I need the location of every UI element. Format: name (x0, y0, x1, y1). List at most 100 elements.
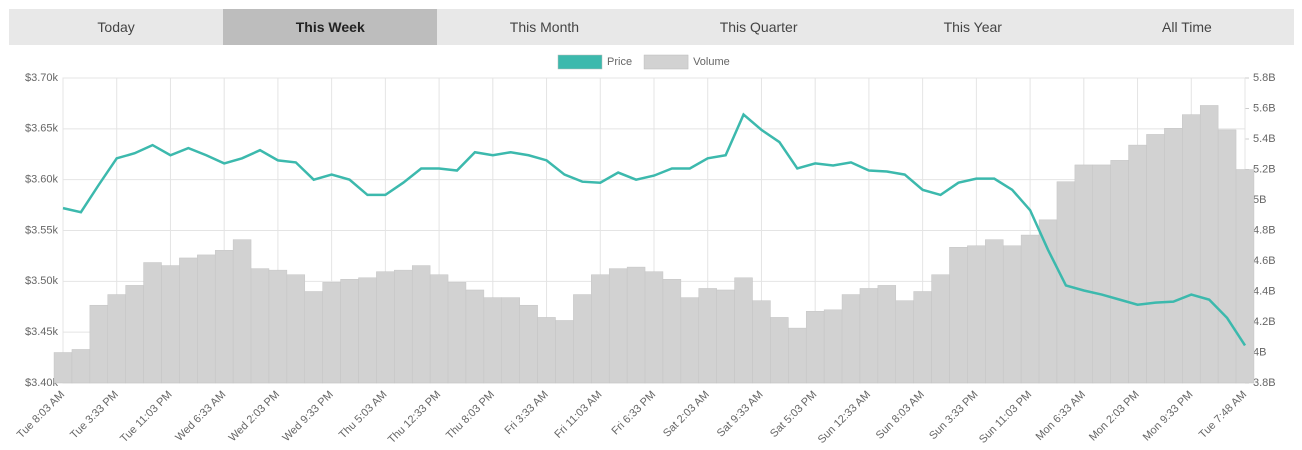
volume-bar (877, 285, 897, 384)
volume-bar (53, 352, 73, 384)
y-tick-label: $3.65k (25, 123, 59, 135)
x-tick-label: Sat 2:03 AM (661, 389, 712, 440)
volume-bar (179, 257, 198, 384)
y2-tick-label: 4.8B (1253, 224, 1276, 236)
legend-swatch (643, 54, 689, 70)
volume-bar (232, 239, 252, 384)
volume-bar (931, 274, 950, 384)
volume-bar (859, 288, 879, 384)
volume-bar (985, 239, 1004, 384)
y2-tick-label: 5.2B (1253, 163, 1276, 175)
volume-bar (197, 254, 216, 384)
legend-swatch (557, 54, 603, 70)
x-tick-label: Mon 2:03 PM (1087, 389, 1142, 444)
volume-bar (1182, 114, 1201, 384)
volume-bar (895, 300, 914, 384)
volume-bar (1038, 219, 1058, 384)
volume-bar (268, 269, 288, 384)
y2-tick-label: 5.6B (1253, 102, 1276, 114)
volume-bar (591, 274, 610, 384)
volume-bar (89, 304, 109, 384)
x-tick-label: Sun 12:33 AM (816, 389, 873, 446)
volume-bar (716, 289, 735, 384)
volume-bar (608, 268, 628, 384)
y2-tick-label: 5.8B (1253, 72, 1276, 84)
legend-label: Volume (693, 56, 730, 68)
x-tick-label: Sun 11:03 PM (977, 389, 1034, 446)
x-tick-label: Fri 3:33 AM (502, 389, 550, 437)
volume-bar (1164, 128, 1183, 384)
volume-bar (1146, 134, 1165, 384)
volume-bar (376, 271, 395, 384)
x-tick-label: Thu 12:33 PM (386, 389, 443, 446)
volume-bar (1217, 129, 1237, 384)
x-tick-label: Wed 2:03 PM (227, 389, 282, 444)
volume-bar (411, 265, 431, 384)
volume-bar (1128, 144, 1147, 384)
volume-bar (555, 320, 574, 384)
y-tick-label: $3.45k (25, 326, 59, 338)
volume-bar (1092, 164, 1111, 384)
volume-bar (214, 250, 234, 384)
volume-bar (752, 300, 771, 384)
volume-bar (770, 317, 789, 384)
volume-bar (429, 274, 449, 384)
volume-bar (107, 294, 126, 384)
x-tick-label: Thu 5:03 AM (337, 389, 390, 442)
y-tick-label: $3.60k (25, 174, 59, 186)
y2-tick-label: 4.2B (1253, 316, 1276, 328)
volume-bar (573, 294, 592, 384)
volume-bar (1020, 234, 1040, 384)
y2-tick-label: 4B (1253, 346, 1266, 358)
volume-bar (841, 294, 861, 384)
volume-bar (286, 274, 306, 384)
volume-bar (823, 309, 843, 384)
volume-bar (358, 277, 377, 384)
x-tick-label: Mon 9:33 PM (1141, 389, 1196, 444)
volume-bar (949, 247, 968, 384)
y2-tick-label: 5B (1253, 194, 1266, 206)
volume-bar (483, 297, 503, 384)
volume-bar (340, 279, 359, 384)
volume-bar (913, 291, 932, 384)
y-tick-label: $3.40k (25, 377, 59, 389)
y-tick-label: $3.55k (25, 224, 59, 236)
tab[interactable]: This Month (509, 19, 580, 35)
volume-bar (734, 277, 753, 384)
y2-tick-label: 4.6B (1253, 255, 1276, 267)
volume-bar (1235, 169, 1255, 384)
x-tick-label: Sat 9:33 AM (715, 389, 766, 440)
volume-bar (662, 279, 682, 384)
volume-bar (1110, 160, 1129, 384)
volume-bar (626, 266, 646, 384)
tab[interactable]: All Time (1162, 19, 1212, 35)
y2-tick-label: 5.4B (1253, 133, 1276, 145)
volume-bar (537, 317, 556, 384)
volume-bar (1074, 164, 1094, 384)
x-tick-label: Sat 5:03 PM (768, 389, 819, 440)
price-line (62, 112, 1247, 347)
volume-bar (143, 262, 162, 384)
volume-bar (322, 282, 341, 384)
x-tick-label: Thu 8:03 PM (444, 389, 497, 442)
volume-bar (680, 297, 700, 384)
x-tick-label: Wed 6:33 AM (173, 389, 228, 444)
tab[interactable]: This Year (943, 19, 1002, 35)
volume-bar (698, 288, 717, 384)
volume-bar (967, 245, 986, 384)
x-tick-label: Fri 6:33 PM (609, 389, 658, 438)
tab[interactable]: This Week (223, 9, 438, 45)
volume-bar (805, 311, 825, 384)
x-tick-label: Tue 11:03 PM (118, 389, 174, 445)
volume-bar (447, 282, 467, 384)
volume-bar (788, 327, 807, 384)
y2-tick-label: 3.8B (1253, 377, 1276, 389)
x-tick-label: Wed 9:33 PM (280, 389, 335, 444)
tab[interactable]: Today (97, 19, 135, 35)
volume-bar (125, 285, 144, 384)
tab[interactable]: This Quarter (719, 19, 798, 35)
volume-bar (250, 268, 270, 384)
volume-bar (644, 271, 664, 384)
